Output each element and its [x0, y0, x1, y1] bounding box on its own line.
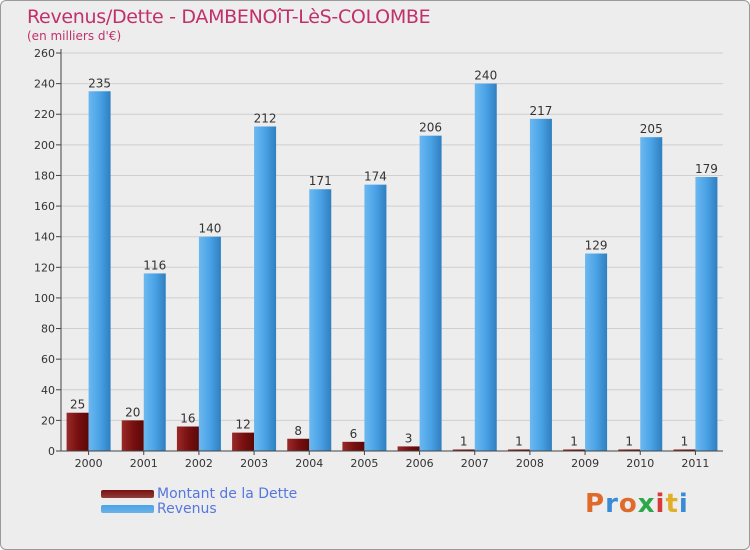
bar-revenus: [254, 126, 277, 451]
data-label-revenus: 174: [364, 170, 387, 184]
y-tick-label: 80: [41, 323, 55, 336]
data-label-dette: 1: [625, 434, 633, 448]
bar-revenus: [198, 236, 221, 451]
data-label-revenus: 205: [640, 122, 663, 136]
logo-letter: x: [637, 489, 656, 519]
x-tick-label: 2008: [516, 457, 544, 470]
data-label-revenus: 140: [198, 222, 221, 236]
bar-revenus: [585, 253, 608, 451]
y-tick-label: 60: [41, 353, 55, 366]
y-tick-label: 160: [34, 200, 55, 213]
logo-letter: r: [605, 489, 619, 519]
bar-dette: [397, 446, 420, 451]
x-tick-label: 2004: [295, 457, 323, 470]
y-tick-label: 200: [34, 139, 55, 152]
x-tick-label: 2006: [406, 457, 434, 470]
data-label-revenus: 212: [254, 111, 277, 125]
chart-subtitle: (en milliers d'€): [27, 29, 122, 43]
data-label-dette: 1: [570, 434, 578, 448]
data-label-revenus: 171: [309, 174, 332, 188]
x-tick-label: 2010: [626, 457, 654, 470]
data-label-dette: 8: [294, 424, 302, 438]
data-label-revenus: 179: [695, 162, 718, 176]
y-tick-label: 180: [34, 169, 55, 182]
proxiti-logo: Proxiti: [585, 489, 689, 519]
data-label-dette: 3: [405, 431, 413, 445]
bar-revenus: [640, 137, 663, 451]
data-label-dette: 1: [681, 434, 689, 448]
bar-revenus: [143, 273, 166, 451]
logo-letter: P: [585, 489, 606, 519]
bar-revenus: [88, 91, 111, 452]
bar-revenus: [419, 135, 442, 451]
y-tick-label: 240: [34, 78, 55, 91]
data-label-dette: 25: [70, 398, 85, 412]
bar-dette: [507, 449, 530, 451]
data-label-revenus: 235: [88, 76, 111, 90]
data-label-dette: 1: [460, 434, 468, 448]
data-label-dette: 6: [350, 427, 358, 441]
bar-dette: [563, 449, 586, 451]
logo-letter: i: [678, 489, 689, 519]
legend-label-dette: Montant de la Dette: [157, 486, 298, 502]
bar-revenus: [309, 189, 332, 451]
x-tick-label: 2001: [130, 457, 158, 470]
bar-revenus: [695, 176, 718, 451]
data-label-revenus: 206: [419, 121, 442, 135]
bar-dette: [618, 449, 641, 451]
bar-revenus: [529, 118, 552, 452]
x-tick-label: 2005: [350, 457, 378, 470]
data-label-revenus: 129: [585, 239, 608, 253]
bar-dette: [232, 432, 255, 451]
x-tick-label: 2009: [571, 457, 599, 470]
x-tick-label: 2007: [461, 457, 489, 470]
bar-dette: [342, 441, 365, 451]
data-label-dette: 20: [125, 405, 140, 419]
y-tick-label: 100: [34, 292, 55, 305]
legend-swatch-revenus: [101, 505, 154, 513]
y-tick-label: 260: [34, 47, 55, 60]
chart-title: Revenus/Dette - DAMBENOîT-LèS-COLOMBE: [27, 6, 431, 28]
x-tick-label: 2011: [681, 457, 709, 470]
bar-dette: [66, 412, 89, 451]
data-label-revenus: 217: [529, 104, 552, 118]
x-tick-label: 2002: [185, 457, 213, 470]
data-label-dette: 12: [235, 418, 250, 432]
data-label-dette: 1: [515, 434, 523, 448]
bar-dette: [673, 449, 696, 451]
data-label-revenus: 116: [143, 258, 166, 272]
bar-dette: [121, 420, 144, 451]
bar-revenus: [474, 83, 497, 451]
y-tick-label: 20: [41, 414, 55, 427]
y-tick-label: 220: [34, 108, 55, 121]
data-label-revenus: 240: [474, 69, 497, 83]
legend-label-revenus: Revenus: [157, 501, 217, 517]
y-tick-label: 0: [48, 445, 55, 458]
x-tick-label: 2003: [240, 457, 268, 470]
y-tick-label: 40: [41, 384, 55, 397]
logo-letter: i: [655, 489, 666, 519]
data-label-dette: 16: [180, 412, 195, 426]
logo-letter: t: [665, 489, 679, 519]
y-tick-label: 140: [34, 231, 55, 244]
legend-swatch-dette: [101, 490, 154, 498]
bar-dette: [176, 426, 199, 451]
bar-dette: [287, 438, 310, 451]
x-tick-label: 2000: [75, 457, 103, 470]
logo-letter: o: [618, 489, 638, 519]
bar-dette: [452, 449, 475, 451]
bar-revenus: [364, 184, 387, 451]
y-tick-label: 120: [34, 261, 55, 274]
